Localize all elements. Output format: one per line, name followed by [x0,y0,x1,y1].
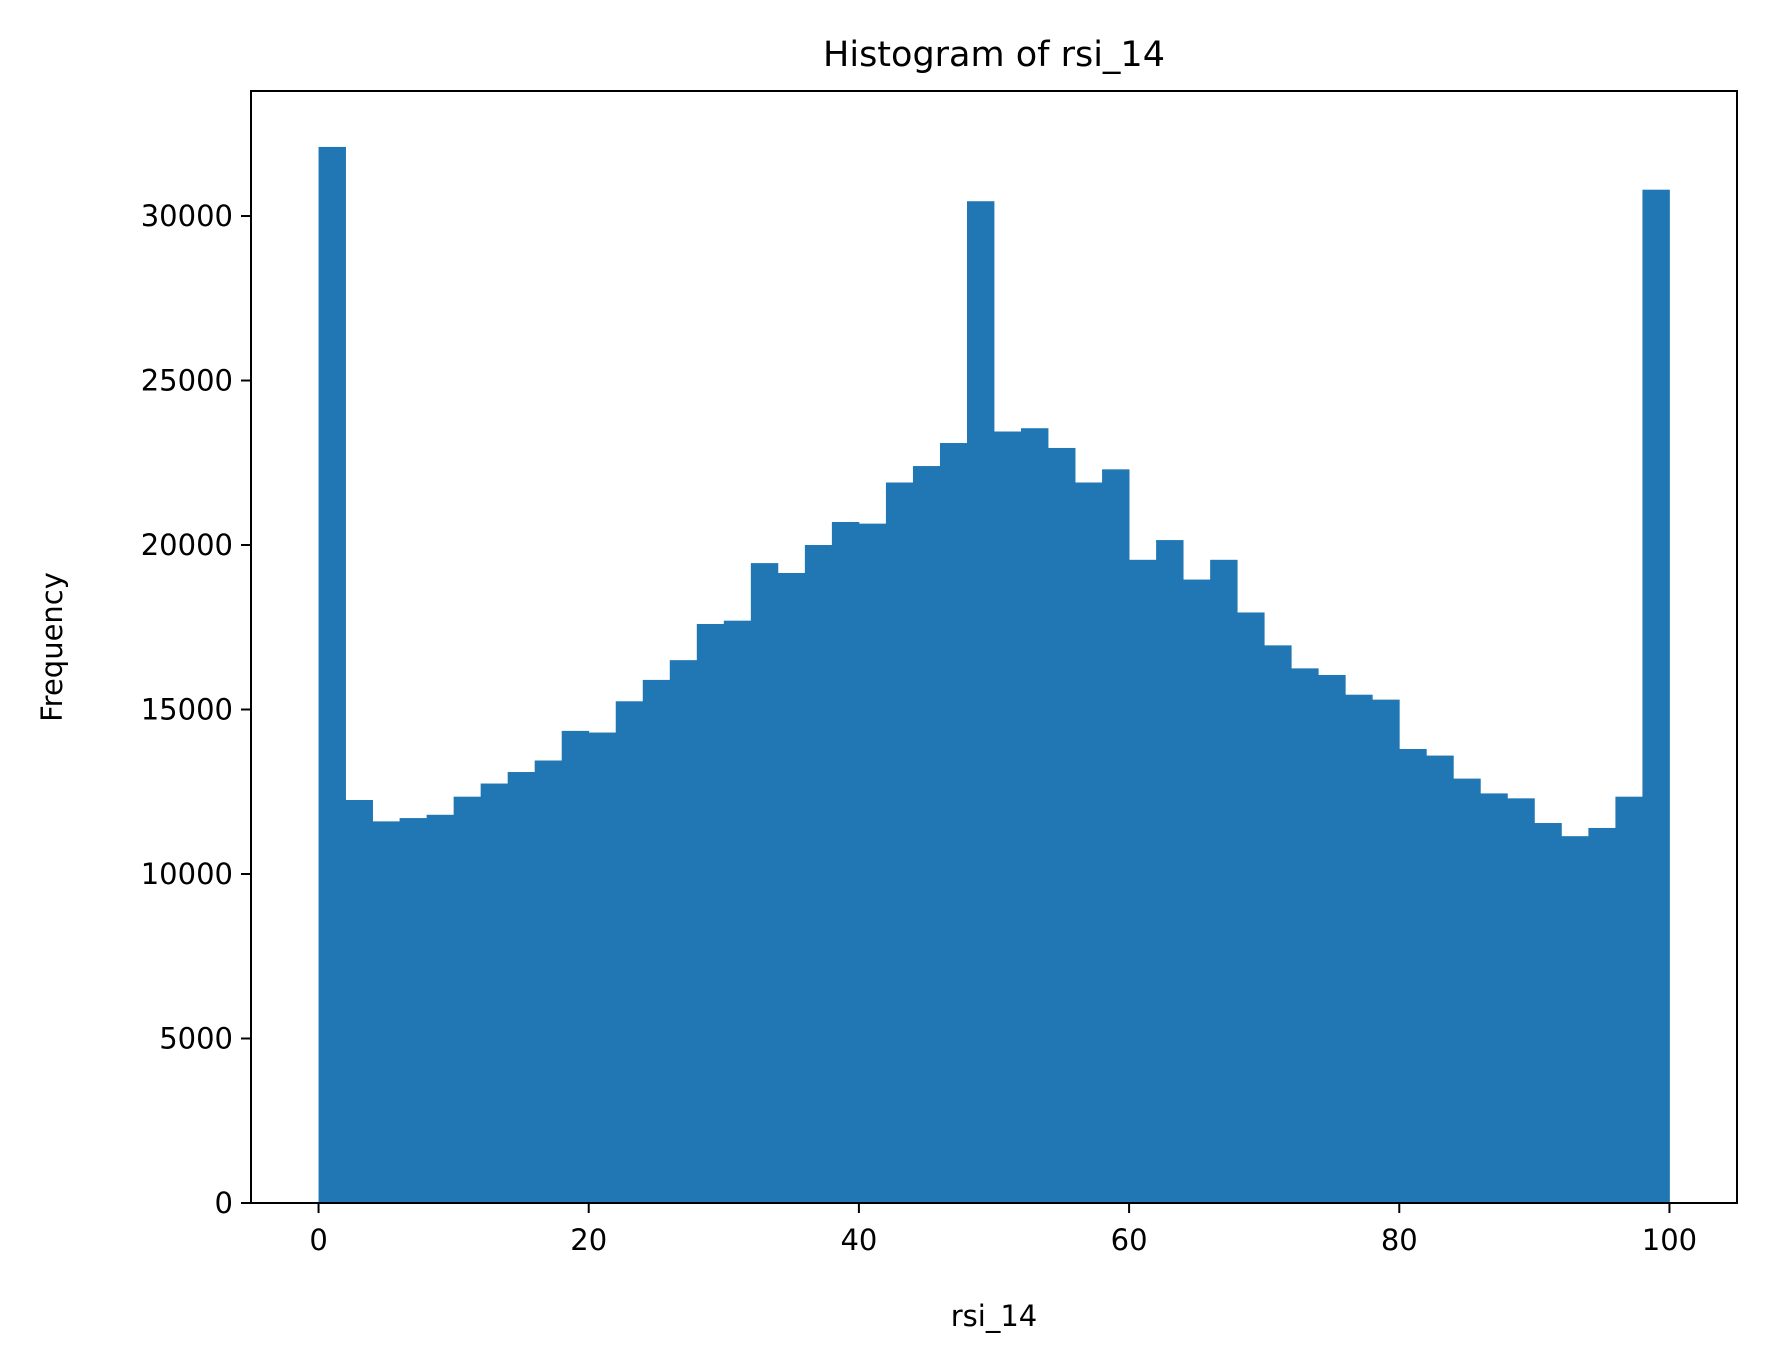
histogram-bar [399,818,428,1203]
histogram-bar [372,821,400,1203]
y-tick-label: 5000 [159,1022,233,1056]
histogram-bar [994,431,1022,1203]
histogram-bar [318,146,346,1204]
y-axis-label: Frequency [35,572,69,722]
histogram-bar [939,443,968,1203]
histogram-bar [1507,798,1535,1203]
x-tick-label: 20 [570,1223,607,1257]
y-tick-label: 10000 [141,857,233,891]
histogram-bar [426,814,455,1203]
x-tick-label: 0 [309,1223,327,1257]
histogram-bar [777,572,806,1203]
y-tick-label: 0 [215,1186,233,1220]
histogram-bar [561,730,590,1203]
histogram-bar [1048,447,1076,1203]
histogram-bar [480,783,509,1203]
histogram-bar [750,563,779,1203]
x-tick-label: 60 [1111,1223,1148,1257]
histogram-bar [1210,559,1238,1203]
y-axis: 0 5000 10000 15000 20000 25000 30000 [141,199,251,1220]
chart-title: Histogram of rsi_14 [823,35,1165,75]
y-tick-label: 25000 [141,364,233,398]
histogram-bar [507,772,536,1203]
histogram-bar [1453,778,1481,1203]
histogram-bar [885,482,914,1204]
histogram-bar [966,201,995,1203]
histogram-bar [1291,668,1319,1203]
histogram-bar [1480,793,1508,1203]
plot-frame [250,90,1738,1204]
histogram-bar [588,732,617,1203]
histogram-bar [1588,827,1616,1203]
histogram-bar [669,660,698,1203]
x-tick-label: 40 [840,1223,877,1257]
histogram-bar [1345,694,1373,1203]
histogram-bar [858,523,887,1203]
x-tick-label: 100 [1642,1223,1697,1257]
histogram-bar [453,796,482,1203]
histogram-bar [696,623,725,1203]
histogram-bar [723,620,752,1203]
histogram-bar [1426,755,1454,1203]
histogram-bars [318,146,1670,1204]
x-axis: 0 20 40 60 80 100 [309,1203,1697,1257]
histogram-bar [1102,469,1130,1203]
histogram-bar [1318,674,1346,1203]
histogram-bar [1615,796,1643,1203]
y-tick-label: 20000 [141,528,233,562]
histogram-bar [1156,540,1184,1203]
histogram-bar [534,760,563,1203]
histogram-bar [1183,579,1211,1203]
histogram-bar [1264,645,1292,1203]
histogram-bar [1075,482,1103,1204]
histogram-bar [1642,189,1670,1203]
y-tick-label: 30000 [141,199,233,233]
histogram-bar [1534,823,1562,1203]
x-tick-label: 80 [1381,1223,1418,1257]
x-axis-label: rsi_14 [951,1299,1038,1333]
histogram-bar [1372,699,1400,1203]
histogram-bar [1237,612,1265,1203]
y-tick-label: 15000 [141,693,233,727]
histogram-bar [1561,836,1589,1203]
histogram-bar [1021,428,1049,1203]
histogram-bar [1129,559,1157,1203]
histogram-bar [642,679,671,1203]
histogram-bar [831,521,860,1203]
histogram-bar [345,799,373,1203]
histogram-bar [1399,748,1427,1203]
histogram-bar [804,545,833,1203]
histogram-bar [615,701,644,1203]
histogram-bar [912,466,941,1204]
